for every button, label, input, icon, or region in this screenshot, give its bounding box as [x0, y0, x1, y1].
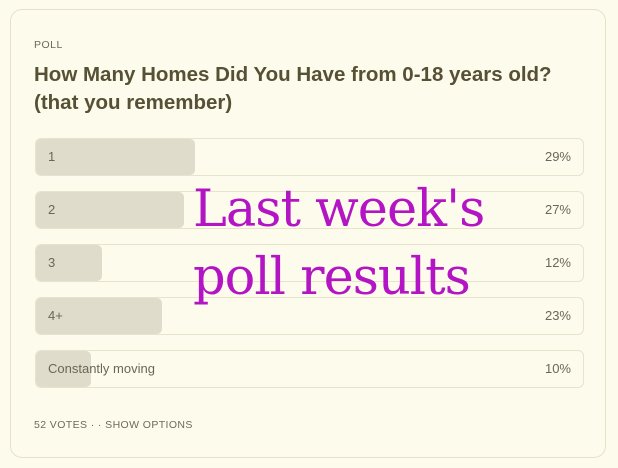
poll-option-1[interactable]: 1 29% — [35, 138, 584, 176]
poll-footer: 52 VOTES · · SHOW OPTIONS — [34, 419, 193, 431]
option-percent: 27% — [544, 202, 571, 217]
option-label: Constantly moving — [48, 361, 155, 376]
option-label: 3 — [48, 255, 56, 270]
poll-card: POLL How Many Homes Did You Have from 0-… — [10, 9, 606, 458]
vote-count: 52 VOTES — [34, 419, 88, 431]
option-label: 2 — [48, 202, 56, 217]
poll-option-3[interactable]: 3 12% — [35, 244, 584, 282]
poll-option-constantly-moving[interactable]: Constantly moving 10% — [35, 350, 584, 388]
option-label: 4+ — [48, 308, 63, 323]
show-options-link[interactable]: SHOW OPTIONS — [105, 419, 193, 431]
poll-question: How Many Homes Did You Have from 0-18 ye… — [34, 63, 552, 114]
poll-label: POLL — [34, 39, 63, 51]
option-bar-fill — [36, 351, 91, 387]
poll-option-4plus[interactable]: 4+ 23% — [35, 297, 584, 335]
option-percent: 23% — [544, 308, 571, 323]
option-percent: 29% — [544, 149, 571, 164]
option-label: 1 — [48, 149, 56, 164]
poll-option-2[interactable]: 2 27% — [35, 191, 584, 229]
option-percent: 12% — [544, 255, 571, 270]
option-bar-fill — [36, 192, 184, 228]
option-percent: 10% — [544, 361, 571, 376]
footer-separator: · · — [90, 419, 102, 431]
option-bar-fill — [36, 245, 102, 281]
option-bar-fill — [36, 298, 162, 334]
option-bar-fill — [36, 139, 195, 175]
